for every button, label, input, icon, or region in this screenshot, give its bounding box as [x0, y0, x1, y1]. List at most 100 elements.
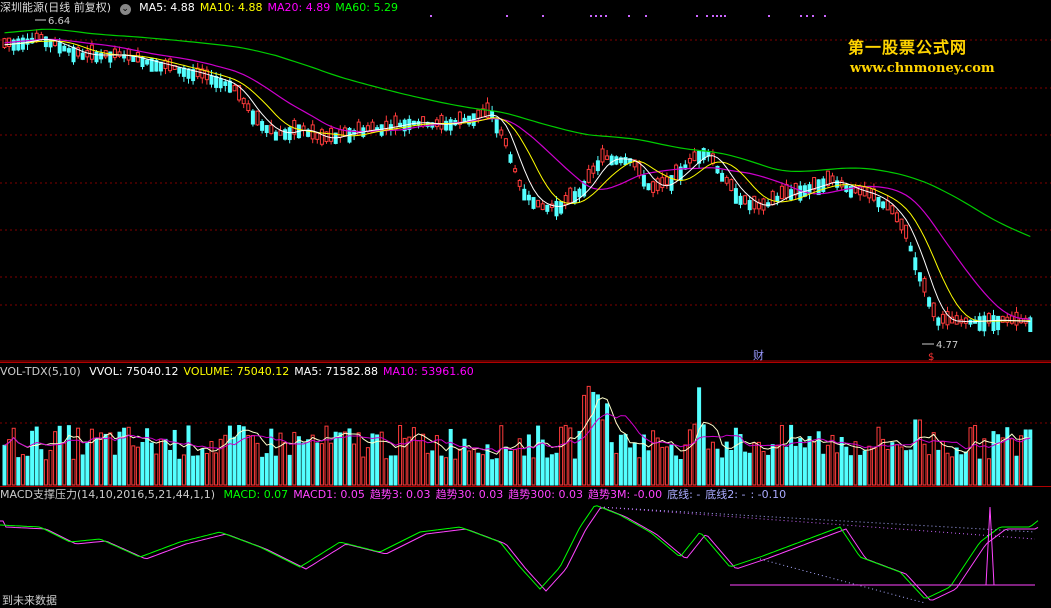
volume-bar-188	[867, 445, 872, 486]
volume-chart[interactable]	[0, 363, 1051, 487]
candle-96	[444, 120, 449, 131]
volume-bar-16	[76, 427, 81, 486]
volume-bar-140	[646, 450, 651, 486]
volume-bar-162	[747, 452, 752, 486]
price-indicator-0: MA5: 4.88	[139, 1, 195, 14]
event-label[interactable]: 财	[753, 349, 764, 362]
volume-bar-221	[1019, 435, 1024, 486]
candle-191	[881, 201, 886, 209]
volume-bar-205	[945, 452, 950, 486]
top-marker-12	[716, 15, 718, 17]
candle-192	[885, 200, 890, 211]
volume-bar-167	[770, 444, 775, 486]
candle-115	[531, 197, 536, 209]
volume-bar-34	[158, 438, 163, 486]
volume-bar-121	[559, 426, 564, 486]
candle-49	[227, 80, 232, 93]
volume-bar-25	[117, 431, 122, 486]
volume-bar-6	[30, 430, 35, 486]
volume-bar-113	[522, 455, 527, 486]
macd-indicator-4: 趋势300: 0.03	[508, 488, 583, 501]
candle-61	[283, 129, 288, 140]
volume-bar-117	[540, 439, 545, 486]
volume-bar-31	[145, 428, 150, 486]
volume-bar-2	[11, 427, 16, 486]
candle-57	[264, 125, 269, 134]
volume-bar-179	[825, 444, 830, 486]
top-marker-4	[595, 15, 597, 17]
candle-68	[315, 132, 320, 140]
settings-icon[interactable]: ⌄	[119, 4, 131, 15]
candle-99	[457, 111, 462, 125]
volume-bar-172	[793, 445, 798, 486]
candle-219	[1009, 315, 1014, 324]
candle-146	[674, 164, 679, 181]
candle-24	[112, 48, 117, 59]
volume-panel[interactable]: VOL-TDX(5,10) VVOL: 75040.12 VOLUME: 7504…	[0, 362, 1051, 487]
volume-bar-139	[641, 434, 646, 486]
candle-121	[559, 201, 564, 214]
volume-bar-96	[444, 457, 449, 486]
ma10-line	[4, 40, 1031, 322]
volume-bar-94	[434, 435, 439, 486]
volume-bar-178	[821, 453, 826, 486]
volume-ma5-line	[4, 397, 1031, 455]
candle-2	[11, 39, 16, 51]
candle-15	[71, 46, 76, 63]
volume-bar-72	[333, 431, 338, 486]
candle-142	[655, 178, 660, 191]
top-marker-3	[590, 15, 592, 17]
volume-bar-67	[310, 434, 315, 486]
price-chart[interactable]	[0, 0, 1051, 362]
volume-bar-183	[844, 446, 849, 486]
volume-bar-144	[664, 446, 669, 486]
volume-bar-60	[278, 432, 283, 486]
top-marker-14	[724, 15, 726, 17]
volume-bar-65	[301, 442, 306, 486]
volume-header: VOL-TDX(5,10) VVOL: 75040.12 VOLUME: 7504…	[0, 365, 484, 378]
volume-bar-13	[62, 442, 67, 486]
volume-bar-204	[940, 440, 945, 486]
candle-163	[752, 195, 757, 210]
candle-187	[862, 186, 867, 197]
volume-ma10-line	[4, 413, 1031, 453]
volume-bar-180	[830, 434, 835, 486]
price-indicator-1: MA10: 4.88	[199, 1, 263, 14]
volume-bar-9	[43, 459, 48, 486]
volume-bar-35	[163, 438, 168, 486]
volume-title: VOL-TDX(5,10)	[0, 365, 81, 378]
macd-indicator-0: MACD: 0.07	[223, 488, 289, 501]
volume-bar-214	[986, 458, 991, 486]
candle-134	[618, 157, 623, 164]
volume-bar-47	[218, 438, 223, 486]
candle-158	[729, 179, 734, 192]
volume-bar-206	[950, 456, 955, 486]
candle-182	[839, 180, 844, 188]
volume-bar-213	[982, 438, 987, 486]
volume-bar-0	[2, 444, 7, 486]
macd-indicator-2: 趋势3: 0.03	[369, 488, 431, 501]
candle-189	[871, 188, 876, 201]
candle-139	[641, 174, 646, 187]
macd-chart[interactable]	[0, 487, 1051, 605]
candle-151	[697, 150, 702, 164]
volume-bar-49	[227, 425, 232, 486]
macd-panel[interactable]: MACD支撑压力(14,10,2016,5,21,44,1,1) MACD: 0…	[0, 486, 1051, 607]
price-panel[interactable]: 深圳能源(日线 前复权) ⌄ MA5: 4.88 MA10: 4.88 MA20: …	[0, 0, 1051, 363]
candle-110	[508, 154, 513, 163]
macd-indicator-6: 底线: -	[667, 488, 701, 501]
volume-bar-43	[200, 448, 205, 486]
candle-190	[876, 196, 881, 208]
volume-bar-194	[894, 444, 899, 486]
volume-bar-164	[756, 441, 761, 486]
candle-199	[917, 272, 922, 282]
volume-bar-57	[264, 453, 269, 486]
event-marker[interactable]: $	[928, 352, 935, 363]
candle-145	[669, 175, 674, 191]
volume-bar-92	[425, 452, 430, 486]
volume-bar-99	[457, 448, 462, 486]
candle-12	[57, 42, 62, 54]
candle-143	[660, 177, 665, 189]
volume-bar-115	[531, 457, 536, 486]
volume-bar-12	[57, 425, 62, 486]
